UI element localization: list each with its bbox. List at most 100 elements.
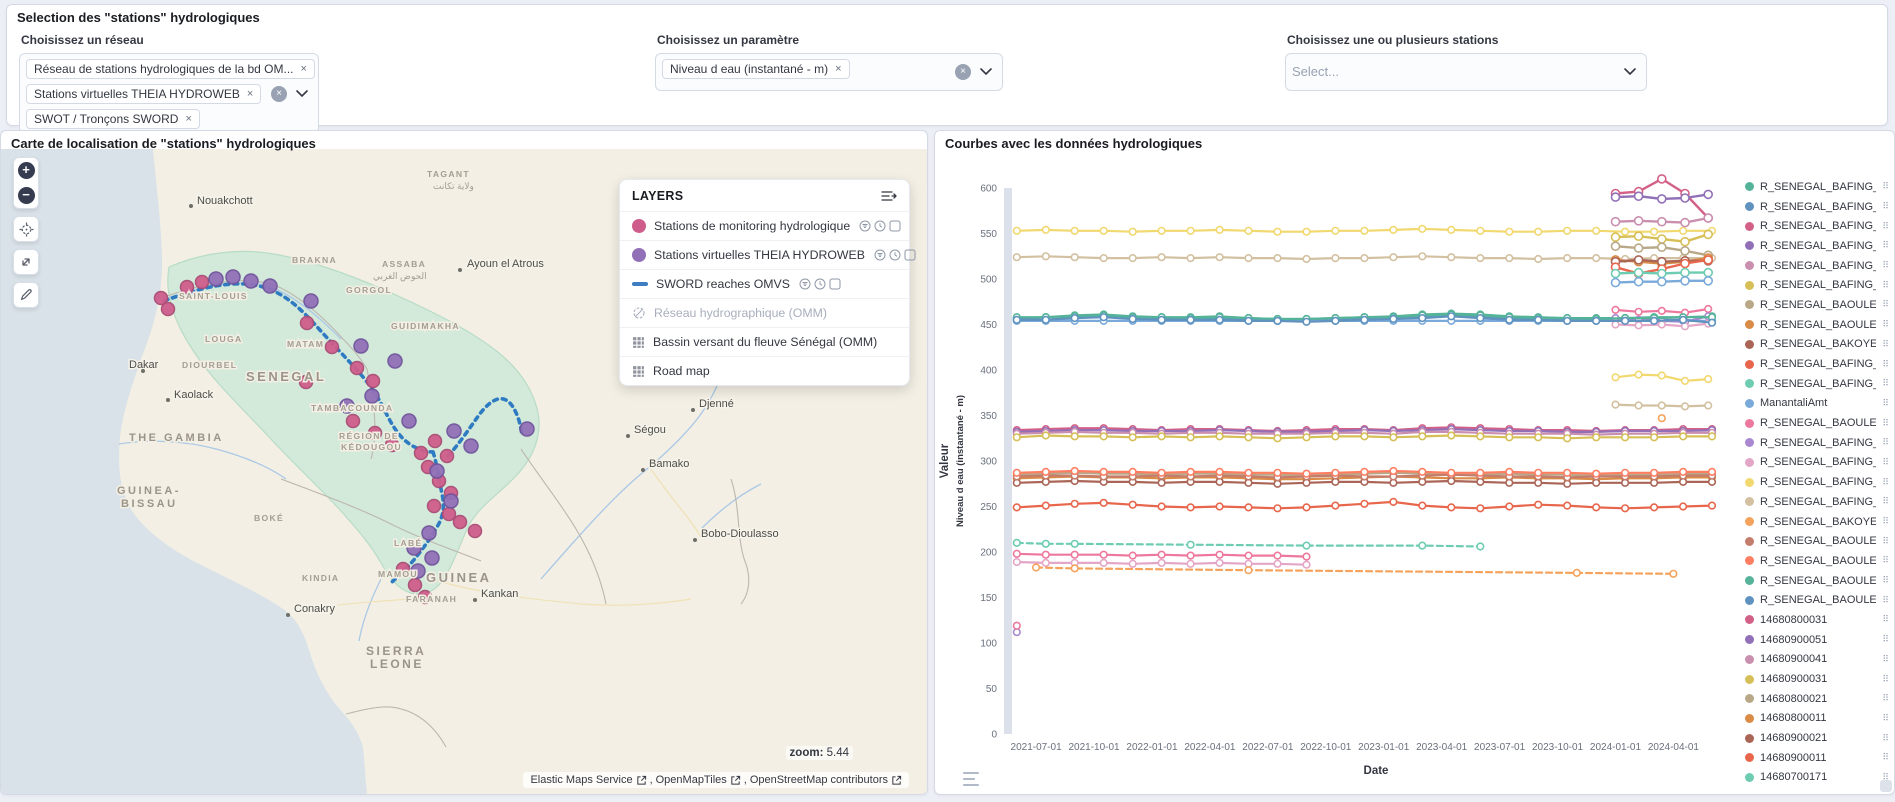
virtual-station-marker[interactable]: [304, 294, 318, 308]
parameter-combobox[interactable]: Niveau d eau (instantané - m)× ×: [655, 53, 1003, 91]
monitoring-station-marker[interactable]: [443, 508, 456, 521]
legend-item[interactable]: 14680900031⠿: [1745, 669, 1891, 689]
legend-drag-icon[interactable]: ⠿: [1882, 595, 1891, 606]
remove-option-icon[interactable]: ×: [185, 113, 191, 125]
legend-drag-icon[interactable]: ⠿: [1882, 634, 1891, 645]
legend-drag-icon[interactable]: ⠿: [1882, 536, 1891, 547]
selected-option-pill[interactable]: SWOT / Tronçons SWORD×: [26, 109, 200, 129]
selected-option-pill[interactable]: Niveau d eau (instantané - m)×: [662, 59, 850, 79]
legend-drag-icon[interactable]: ⠿: [1882, 733, 1891, 744]
legend-drag-icon[interactable]: ⠿: [1882, 555, 1891, 566]
legend-drag-icon[interactable]: ⠿: [1882, 418, 1891, 429]
layer-item[interactable]: Bassin versant du fleuve Sénégal (OMM): [620, 327, 909, 356]
legend-drag-icon[interactable]: ⠿: [1882, 319, 1891, 330]
map-canvas[interactable]: SENEGALTHE GAMBIAGUINEA-BISSAUGUINEASIER…: [1, 149, 928, 795]
virtual-station-marker[interactable]: [444, 494, 458, 508]
legend-drag-icon[interactable]: ⠿: [1882, 457, 1891, 468]
monitoring-station-marker[interactable]: [301, 317, 314, 330]
layer-checkbox[interactable]: [829, 278, 841, 290]
legend-item[interactable]: 14680700171⠿: [1745, 768, 1891, 788]
chevron-down-icon[interactable]: [1624, 68, 1636, 76]
remove-option-icon[interactable]: ×: [247, 88, 253, 100]
chevron-down-icon[interactable]: [296, 90, 308, 98]
monitoring-station-marker[interactable]: [429, 435, 442, 448]
legend-item[interactable]: R_SENEGAL_BAFING_...⠿: [1745, 197, 1891, 217]
layer-time-icon[interactable]: [889, 249, 901, 261]
selected-option-pill[interactable]: Stations virtuelles THEIA HYDROWEB×: [26, 84, 261, 104]
panel-resize-handle[interactable]: [1880, 780, 1892, 792]
legend-item[interactable]: R_SENEGAL_BAKOYE_...⠿: [1745, 335, 1891, 355]
legend-drag-icon[interactable]: ⠿: [1882, 299, 1891, 310]
legend-item[interactable]: R_SENEGAL_BAOULE_...⠿: [1745, 315, 1891, 335]
legend-item[interactable]: ManantaliAmt⠿: [1745, 394, 1891, 414]
remove-option-icon[interactable]: ×: [835, 63, 841, 75]
monitoring-station-marker[interactable]: [428, 500, 441, 513]
zoom-in-button[interactable]: +: [14, 158, 38, 183]
legend-item[interactable]: 14680800021⠿: [1745, 689, 1891, 709]
monitoring-station-marker[interactable]: [351, 362, 364, 375]
monitoring-station-marker[interactable]: [162, 303, 175, 316]
network-combobox[interactable]: Réseau de stations hydrologiques de la b…: [19, 53, 319, 135]
legend-drag-icon[interactable]: ⠿: [1882, 654, 1891, 665]
legend-drag-icon[interactable]: ⠿: [1882, 713, 1891, 724]
legend-drag-icon[interactable]: ⠿: [1882, 260, 1891, 271]
legend-item[interactable]: R_SENEGAL_BAOULE_...⠿: [1745, 590, 1891, 610]
virtual-station-marker[interactable]: [402, 414, 416, 428]
legend-item[interactable]: R_SENEGAL_BAOULE_...⠿: [1745, 413, 1891, 433]
monitoring-station-marker[interactable]: [347, 415, 360, 428]
clear-parameter-icon[interactable]: ×: [955, 64, 971, 80]
legend-drag-icon[interactable]: ⠿: [1882, 221, 1891, 232]
attribution-link[interactable]: OpenStreetMap contributors: [750, 774, 888, 786]
legend-item[interactable]: R_SENEGAL_BAFING_...⠿: [1745, 374, 1891, 394]
legend-item[interactable]: 14680900041⠿: [1745, 650, 1891, 670]
layer-item[interactable]: Stations de monitoring hydrologique: [620, 211, 909, 240]
legend-item[interactable]: 14680900011⠿: [1745, 748, 1891, 768]
fit-to-data-button[interactable]: [13, 249, 39, 275]
attribution-link[interactable]: OpenMapTiles: [656, 774, 727, 786]
legend-drag-icon[interactable]: ⠿: [1882, 477, 1891, 488]
legend-drag-icon[interactable]: ⠿: [1882, 398, 1891, 409]
layer-item[interactable]: Road map: [620, 356, 909, 385]
legend-item[interactable]: R_SENEGAL_BAOULE_...⠿: [1745, 571, 1891, 591]
layer-item[interactable]: Réseau hydrographique (OMM): [620, 298, 909, 327]
virtual-station-marker[interactable]: [422, 526, 436, 540]
legend-item[interactable]: 14680900021⠿: [1745, 728, 1891, 748]
draw-tools-button[interactable]: [13, 282, 39, 308]
legend-drag-icon[interactable]: ⠿: [1882, 614, 1891, 625]
legend-drag-icon[interactable]: ⠿: [1882, 752, 1891, 763]
legend-item[interactable]: R_SENEGAL_BAFING_...⠿: [1745, 472, 1891, 492]
legend-item[interactable]: R_SENEGAL_BAOULE_...⠿: [1745, 551, 1891, 571]
virtual-station-marker[interactable]: [447, 424, 461, 438]
monitoring-station-marker[interactable]: [367, 375, 380, 388]
legend-item[interactable]: R_SENEGAL_BAOULE_...⠿: [1745, 295, 1891, 315]
monitoring-station-marker[interactable]: [409, 579, 422, 592]
legend-drag-icon[interactable]: ⠿: [1882, 693, 1891, 704]
legend-drag-icon[interactable]: ⠿: [1882, 575, 1891, 586]
legend-item[interactable]: R_SENEGAL_BAFING_...⠿: [1745, 216, 1891, 236]
layer-time-icon[interactable]: [874, 220, 886, 232]
collapse-panel-icon[interactable]: [881, 190, 897, 202]
legend-item[interactable]: 14680800011⠿: [1745, 709, 1891, 729]
layer-filter-icon[interactable]: [859, 220, 871, 232]
legend-toggle-icon[interactable]: [963, 772, 979, 786]
legend-item[interactable]: R_SENEGAL_BAFING_...⠿: [1745, 236, 1891, 256]
legend-drag-icon[interactable]: ⠿: [1882, 181, 1891, 192]
legend-drag-icon[interactable]: ⠿: [1882, 674, 1891, 685]
layer-item[interactable]: SWORD reaches OMVS: [620, 269, 909, 298]
legend-drag-icon[interactable]: ⠿: [1882, 437, 1891, 448]
clear-network-icon[interactable]: ×: [271, 86, 287, 102]
legend-item[interactable]: 14680800031⠿: [1745, 610, 1891, 630]
legend-drag-icon[interactable]: ⠿: [1882, 516, 1891, 527]
virtual-station-marker[interactable]: [263, 279, 277, 293]
attribution-link[interactable]: Elastic Maps Service: [530, 774, 632, 786]
monitoring-station-marker[interactable]: [326, 341, 339, 354]
monitoring-station-marker[interactable]: [415, 447, 428, 460]
legend-item[interactable]: R_SENEGAL_BAOULE_...⠿: [1745, 531, 1891, 551]
monitoring-station-marker[interactable]: [469, 525, 482, 538]
legend-item[interactable]: R_SENEGAL_BAFING_...⠿: [1745, 433, 1891, 453]
legend-item[interactable]: R_SENEGAL_BAKOYE_...⠿: [1745, 512, 1891, 532]
selected-option-pill[interactable]: Réseau de stations hydrologiques de la b…: [26, 59, 315, 79]
locate-button[interactable]: [13, 216, 39, 242]
legend-item[interactable]: R_SENEGAL_BAFING_...⠿: [1745, 256, 1891, 276]
chevron-down-icon[interactable]: [980, 68, 992, 76]
